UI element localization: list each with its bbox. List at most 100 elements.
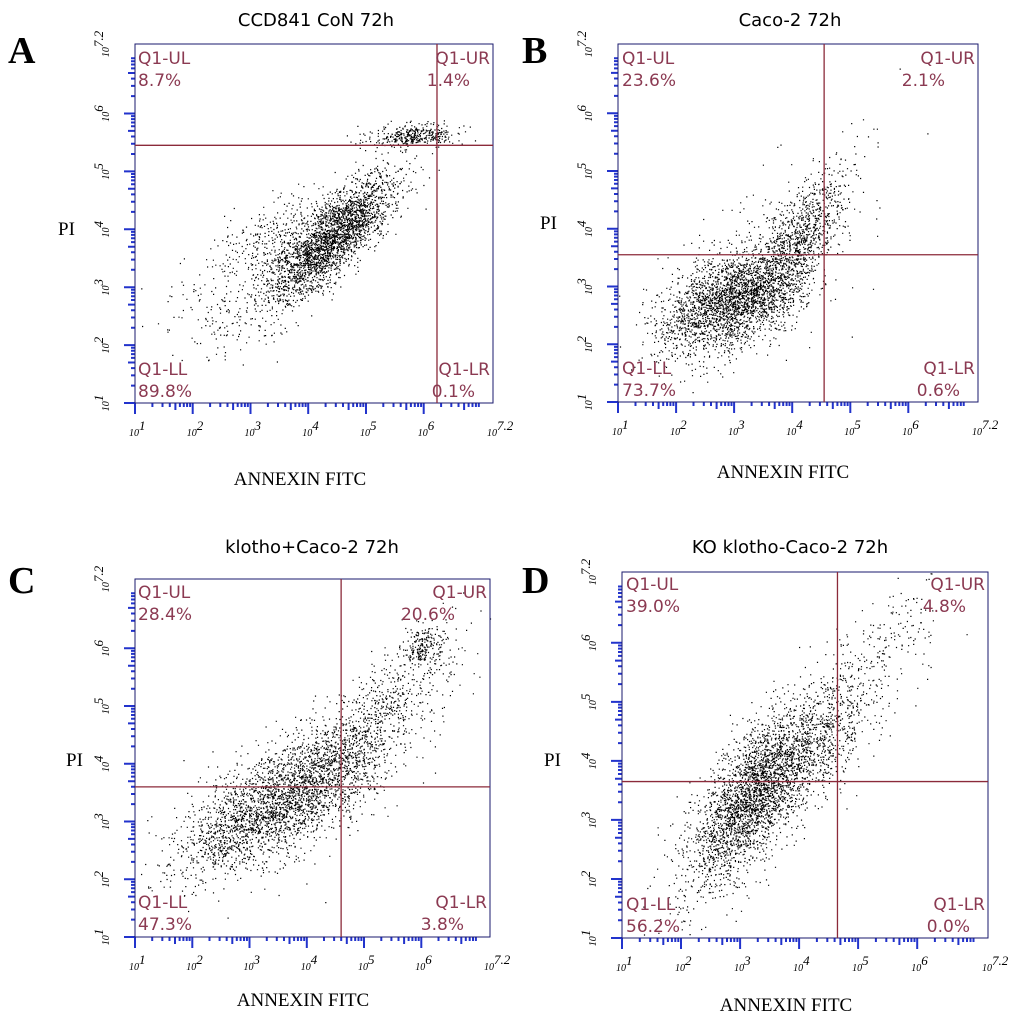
- panel-c: C klotho+Caco-2 72h 10110210310410510610…: [8, 537, 511, 1011]
- panel-c-axis-ticks: 101 102 103 104 105 106 107.2 101 102 103 104 105 10…: [91, 565, 511, 973]
- panel-c-y-tick-label: 104: [91, 755, 112, 772]
- panel-b: B Caco-2 72h 101 102 103 104 105 106 107.2 101 1…: [522, 10, 999, 483]
- panel-c-x-tick-label: 105: [358, 952, 375, 973]
- panel-b-x-tick-label: 104: [786, 417, 803, 438]
- panel-a-tick-marks: [124, 57, 480, 414]
- panel-b-label: B: [522, 30, 547, 72]
- panel-b-y-tick-label: 101: [574, 394, 595, 411]
- panel-b-y-tick-label: 106: [574, 105, 595, 122]
- panel-a-population-3: [181, 183, 364, 293]
- panel-b-q-lr-value: 0.6%: [917, 381, 960, 401]
- panel-b-q-ul-label: Q1-UL: [622, 49, 675, 69]
- panel-c-title: klotho+Caco-2 72h: [225, 537, 399, 558]
- panel-a-scatter-points: [141, 120, 477, 366]
- panel-d-x-tick-label: 105: [852, 953, 869, 974]
- panel-c-population-1: [150, 659, 444, 919]
- panel-c-x-tick-label: 107.2: [484, 952, 511, 973]
- panel-c-q-ll-label: Q1-LL: [138, 893, 188, 913]
- panel-a-q-ll-label: Q1-LL: [138, 360, 188, 380]
- panel-c-x-tick-label: 101: [129, 952, 146, 973]
- panel-d-y-tick-label: 101: [578, 930, 599, 947]
- panel-c-tick-marks: [124, 592, 477, 948]
- panel-d-x-axis-label: ANNEXIN FITC: [720, 995, 852, 1016]
- panel-a-y-tick-label: 106: [91, 105, 112, 122]
- panel-d-q-lr-label: Q1-LR: [933, 895, 985, 915]
- panel-b-q-ur-value: 2.1%: [902, 71, 945, 91]
- panel-d-population-2: [749, 651, 899, 859]
- panel-b-tick-marks: [607, 57, 965, 413]
- panel-d-y-tick-label: 105: [578, 693, 599, 710]
- panel-b-x-axis-label: ANNEXIN FITC: [717, 462, 849, 483]
- panel-a-x-tick-label: 103: [245, 418, 262, 439]
- panel-d-q-ll-value: 56.2%: [626, 917, 680, 937]
- panel-b-x-tick-label: 103: [728, 417, 745, 438]
- panel-d-scatter-points: [643, 573, 968, 936]
- panel-b-x-tick-label: 107.2: [972, 417, 999, 438]
- panel-a-population-2: [346, 120, 477, 154]
- panel-c-population-4: [391, 619, 457, 673]
- panel-c-y-tick-label: 101: [91, 929, 112, 946]
- panel-b-x-tick-label: 105: [844, 417, 861, 438]
- panel-d-plot-frame: [621, 571, 989, 939]
- panel-c-y-axis-label: PI: [66, 750, 83, 771]
- panel-d-label: D: [522, 560, 549, 602]
- panel-c-y-tick-label: 107.2: [91, 565, 112, 592]
- panel-b-x-tick-label: 102: [670, 417, 687, 438]
- panel-d-x-tick-label: 104: [793, 953, 810, 974]
- panel-c-q-ll-value: 47.3%: [138, 915, 192, 935]
- panel-c-q-ul-label: Q1-UL: [138, 583, 191, 603]
- panel-c-y-tick-label: 105: [91, 697, 112, 714]
- panel-d-title: KO klotho-Caco-2 72h: [692, 537, 888, 558]
- panel-d-y-tick-label: 104: [578, 752, 599, 769]
- panel-a-x-tick-label: 102: [187, 418, 204, 439]
- panel-b-y-tick-label: 103: [574, 278, 595, 295]
- panel-b-q-lr-label: Q1-LR: [923, 359, 975, 379]
- panel-a-q-ll-value: 89.8%: [138, 382, 192, 402]
- panel-d-x-tick-label: 102: [675, 953, 692, 974]
- panel-a-x-axis-label: ANNEXIN FITC: [234, 469, 366, 490]
- panel-c-plot-frame: [134, 578, 491, 938]
- panel-b-y-tick-label: 104: [574, 220, 595, 237]
- panel-d-y-tick-label: 106: [578, 634, 599, 651]
- panel-c-x-tick-label: 106: [415, 952, 432, 973]
- panel-b-y-axis-label: PI: [540, 213, 557, 234]
- panel-d-tick-marks: [611, 585, 975, 949]
- panel-a-x-tick-label: 107.2: [487, 418, 514, 439]
- panel-b-title: Caco-2 72h: [739, 10, 842, 31]
- panel-d: D KO klotho-Caco-2 72h 101 102 103 104 105 10…: [522, 537, 1009, 1016]
- panel-b-x-tick-label: 101: [612, 417, 629, 438]
- panel-c-scatter-points: [141, 592, 492, 919]
- panel-a-title: CCD841 CoN 72h: [238, 10, 394, 31]
- panel-b-y-tick-label: 105: [574, 162, 595, 179]
- panel-c-y-tick-label: 106: [91, 640, 112, 657]
- panel-c-x-tick-label: 103: [244, 952, 261, 973]
- panel-b-x-tick-label: 106: [902, 417, 919, 438]
- panel-d-y-tick-label: 103: [578, 811, 599, 828]
- panel-a-x-tick-label: 106: [418, 418, 435, 439]
- panel-a-y-axis-label: PI: [58, 219, 75, 240]
- panel-a-x-tick-label: 101: [129, 418, 146, 439]
- panel-a-y-tick-label: 101: [91, 395, 112, 412]
- panel-d-x-tick-label: 107.2: [982, 953, 1009, 974]
- panel-d-q-ur-value: 4.8%: [923, 597, 966, 617]
- panel-b-q-ur-label: Q1-UR: [920, 49, 975, 69]
- panel-b-population-1: [631, 214, 850, 385]
- panel-d-y-axis-label: PI: [544, 750, 561, 771]
- panel-a-y-tick-label: 103: [91, 278, 112, 295]
- panel-a-population-4: [141, 232, 343, 366]
- panel-c-q-ul-value: 28.4%: [138, 605, 192, 625]
- panel-c-q-ur-label: Q1-UR: [432, 583, 487, 603]
- panel-d-y-tick-label: 107.2: [578, 558, 599, 585]
- panel-d-y-tick-label: 102: [578, 870, 599, 887]
- panel-d-population-1: [643, 639, 850, 936]
- panel-a-x-tick-label: 104: [302, 418, 319, 439]
- panel-a-label: A: [8, 30, 36, 72]
- panel-b-q-ll-value: 73.7%: [622, 381, 676, 401]
- panel-d-x-tick-label: 101: [616, 953, 633, 974]
- panel-d-q-ll-label: Q1-LL: [626, 895, 676, 915]
- panel-c-q-ur-value: 20.6%: [401, 605, 455, 625]
- panel-b-population-3: [619, 128, 929, 394]
- panel-c-label: C: [8, 560, 35, 602]
- panel-d-x-tick-label: 103: [734, 953, 751, 974]
